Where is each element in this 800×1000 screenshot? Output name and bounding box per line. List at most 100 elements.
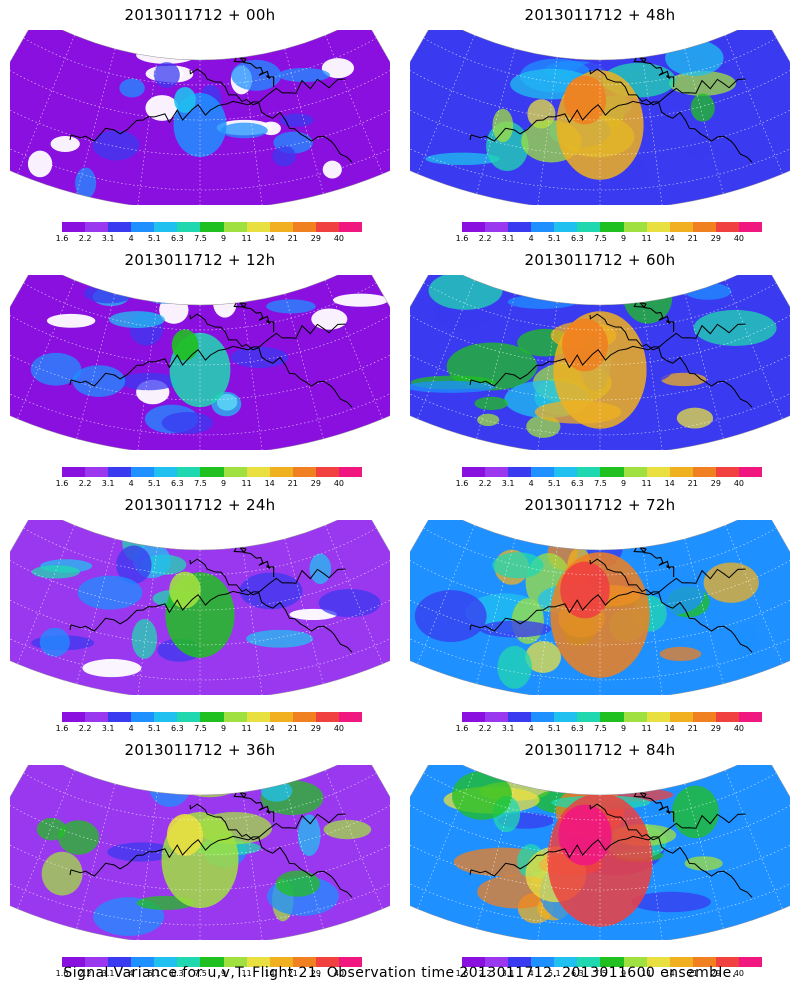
panel-title: 2013011712 + 12h [124, 251, 276, 269]
colorbar-label: 7.5 [594, 479, 607, 488]
colorbar-swatch [85, 467, 109, 477]
colorbar-label: 3.1 [501, 724, 515, 733]
panel-title: 2013011712 + 00h [124, 6, 276, 24]
colorbar-swatch [62, 712, 86, 722]
colorbar-label: 40 [333, 479, 345, 488]
colorbar-swatch [292, 222, 316, 232]
colorbar-label: 11 [641, 479, 652, 488]
colorbar-swatch [531, 712, 555, 722]
colorbar-swatch [646, 222, 670, 232]
colorbar-swatch [200, 467, 224, 477]
colorbar-label: 4 [528, 969, 534, 978]
colorbar-label: 21 [287, 724, 298, 733]
colorbar-label: 6.3 [171, 479, 184, 488]
colorbar-swatch [154, 712, 178, 722]
map-panel-p48: 2013011712 + 48h 1.6 2.2 3.1 4 5.1 6.3 7.5 9 11 14… [400, 0, 800, 245]
colorbar [462, 222, 763, 232]
colorbar-swatch [623, 712, 647, 722]
colorbar-label: 6.3 [171, 969, 184, 978]
colorbar-label: 4 [128, 724, 134, 733]
colorbar-swatch [315, 222, 339, 232]
colorbar-label: 7.5 [594, 969, 607, 978]
colorbar-label: 2.2 [478, 724, 492, 733]
colorbar-label: 29 [710, 969, 721, 978]
colorbar [62, 957, 363, 967]
colorbar-swatch [292, 957, 316, 967]
colorbar-label: 29 [310, 724, 321, 733]
colorbar-swatch [600, 712, 624, 722]
colorbar-labels: 1.6 2.2 3.1 4 5.1 6.3 7.5 9 11 14 21 29 40 [55, 234, 370, 244]
colorbar-swatch [508, 957, 532, 967]
colorbar-label: 2.2 [78, 479, 92, 488]
colorbar-swatch [269, 467, 293, 477]
colorbar-label: 2.2 [478, 479, 492, 488]
colorbar-label: 2.2 [78, 724, 92, 733]
colorbar-label: 11 [641, 234, 652, 243]
colorbar-swatch [246, 467, 270, 477]
colorbar-swatch [338, 467, 363, 477]
colorbar-swatch [223, 222, 247, 232]
colorbar-swatch [485, 222, 509, 232]
colorbar-swatch [600, 957, 624, 967]
colorbar-label: 6.3 [571, 969, 584, 978]
colorbar-label: 29 [710, 479, 721, 488]
colorbar-swatch [292, 712, 316, 722]
colorbar-label: 9 [220, 969, 227, 978]
colorbar-label: 14 [264, 969, 275, 978]
variance-map [410, 30, 790, 205]
colorbar-label: 5.1 [147, 234, 161, 243]
colorbar-swatch [154, 222, 178, 232]
colorbar-label: 1.6 [55, 969, 69, 978]
colorbar-label: 3.1 [501, 969, 515, 978]
colorbar-swatch [531, 467, 555, 477]
panel-title: 2013011712 + 60h [524, 251, 676, 269]
colorbar-swatch [715, 957, 739, 967]
colorbar-swatch [646, 467, 670, 477]
colorbar-swatch [669, 712, 693, 722]
map-panel-p84: 2013011712 + 84h 1.6 2.2 3.1 4 5.1 6.3 7.5 9 11 14… [400, 735, 800, 980]
colorbar-label: 9 [220, 724, 227, 733]
colorbar-label: 3.1 [101, 234, 115, 243]
colorbar-label: 5.1 [547, 969, 561, 978]
colorbar-label: 7.5 [194, 234, 207, 243]
colorbar-labels: 1.6 2.2 3.1 4 5.1 6.3 7.5 9 11 14 21 29 40 [455, 969, 770, 979]
colorbar-swatch [554, 957, 578, 967]
colorbar-swatch [738, 712, 763, 722]
colorbar-label: 9 [220, 479, 227, 488]
colorbar-swatch [554, 467, 578, 477]
colorbar-labels: 1.6 2.2 3.1 4 5.1 6.3 7.5 9 11 14 21 29 40 [455, 479, 770, 489]
colorbar-label: 21 [687, 969, 698, 978]
colorbar-swatch [154, 957, 178, 967]
colorbar-swatch [508, 467, 532, 477]
colorbar-swatch [577, 957, 601, 967]
colorbar-label: 29 [310, 969, 321, 978]
colorbar-label: 4 [528, 724, 534, 733]
colorbar-swatch [315, 712, 339, 722]
colorbar-label: 5.1 [547, 724, 561, 733]
colorbar-swatch [508, 222, 532, 232]
colorbar-label: 1.6 [455, 969, 469, 978]
colorbar-label: 21 [687, 234, 698, 243]
colorbar-label: 5.1 [147, 969, 161, 978]
colorbar-label: 29 [310, 479, 321, 488]
colorbar-label: 2.2 [478, 969, 492, 978]
colorbar-label: 14 [264, 724, 275, 733]
colorbar-swatch [246, 957, 270, 967]
colorbar-label: 1.6 [455, 234, 469, 243]
colorbar-label: 4 [528, 234, 534, 243]
colorbar-label: 3.1 [101, 724, 115, 733]
colorbar-swatch [62, 467, 86, 477]
colorbar-swatch [462, 467, 486, 477]
colorbar-swatch [131, 957, 155, 967]
colorbar-label: 6.3 [571, 724, 584, 733]
colorbar-swatch [669, 222, 693, 232]
colorbar-swatch [485, 957, 509, 967]
colorbar-label: 21 [287, 234, 298, 243]
colorbar-swatch [738, 957, 763, 967]
colorbar-swatch [108, 712, 132, 722]
colorbar-label: 5.1 [147, 724, 161, 733]
colorbar-label: 14 [664, 479, 675, 488]
colorbar-label: 6.3 [171, 234, 184, 243]
colorbar-label: 40 [333, 234, 345, 243]
colorbar-label: 4 [128, 479, 134, 488]
